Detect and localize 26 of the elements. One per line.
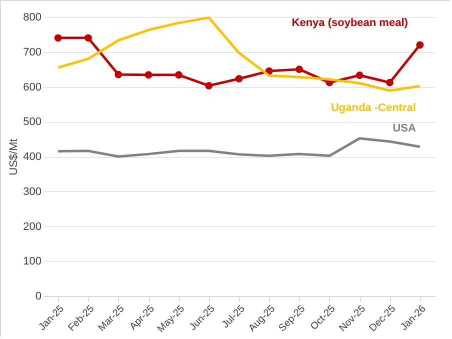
y-tick-label: 700 [23, 46, 42, 58]
line-series [56, 137, 422, 158]
point [84, 34, 92, 42]
y-tick-label: 100 [23, 256, 42, 268]
y-tick-label: 400 [23, 151, 42, 163]
y-tick-label: 0 [35, 290, 42, 302]
y-axis-title: US$/Mt [8, 138, 20, 176]
series-label: Uganda -Central [330, 102, 416, 114]
line-series [56, 16, 422, 92]
series-label: Kenya (soybean meal) [292, 16, 408, 29]
point [386, 78, 394, 86]
point [174, 71, 182, 79]
point [296, 66, 304, 74]
y-tick-label: 800 [23, 12, 42, 24]
point [144, 71, 152, 79]
point [356, 72, 364, 79]
series-label: USA [392, 122, 416, 135]
point [54, 34, 62, 42]
point [416, 41, 424, 49]
y-tick-label: 600 [23, 81, 42, 94]
y-tick-label: 200 [23, 220, 42, 233]
point [205, 82, 213, 90]
y-tick-label: 300 [23, 186, 42, 198]
point [114, 70, 122, 78]
y-tick-label: 500 [23, 116, 42, 128]
point [235, 75, 243, 82]
